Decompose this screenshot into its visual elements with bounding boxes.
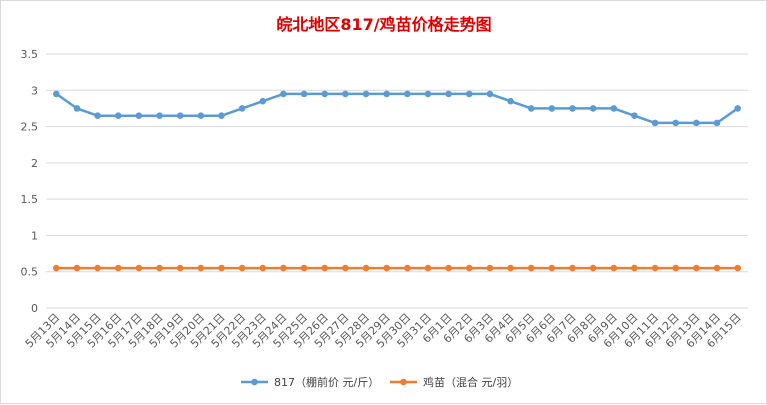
series-point-1 [362, 264, 370, 272]
y-tick-label: 2 [31, 157, 38, 170]
series-point-0 [713, 119, 721, 127]
series-point-1 [651, 264, 659, 272]
series-point-1 [114, 264, 122, 272]
y-tick-label: 3.5 [21, 48, 39, 61]
series-point-1 [610, 264, 618, 272]
series-point-1 [218, 264, 225, 272]
chart-title: 皖北地区817/鸡苗价格走势图 [276, 15, 491, 34]
series-point-1 [631, 264, 638, 272]
legend-swatch-marker [400, 378, 407, 386]
x-axis-ticks: 5月13日5月14日5月15日5月16日5月17日5月18日5月19日5月20日… [23, 311, 744, 351]
series-point-1 [672, 264, 680, 272]
y-tick-label: 0 [31, 302, 38, 315]
series-point-1 [176, 264, 184, 272]
series-point-1 [53, 264, 60, 272]
y-tick-label: 0.5 [21, 266, 39, 279]
series-point-0 [610, 105, 618, 112]
series-point-1 [383, 264, 390, 272]
series-point-0 [156, 112, 163, 119]
legend-swatch-marker [251, 378, 258, 386]
series-point-1 [569, 264, 576, 272]
series-point-0 [651, 119, 659, 127]
series-point-0 [342, 90, 349, 98]
series-point-0 [507, 97, 514, 105]
series-point-0 [465, 90, 473, 98]
series-point-1 [321, 264, 329, 272]
series-point-0 [114, 112, 122, 119]
series-point-0 [445, 90, 452, 98]
series-point-0 [176, 112, 184, 119]
y-tick-label: 1.5 [21, 193, 39, 206]
series-point-0 [218, 112, 225, 119]
series-point-1 [424, 264, 432, 272]
series-line-0 [55, 92, 739, 125]
legend: 817（棚前价 元/斤） 鸡苗（混合 元/羽） [241, 375, 518, 389]
series-point-1 [465, 264, 473, 272]
series-point-0 [280, 90, 287, 98]
series-point-0 [300, 90, 308, 98]
series-point-0 [527, 105, 535, 112]
series-point-0 [486, 90, 494, 98]
series-point-1 [259, 264, 267, 272]
legend-label: 鸡苗（混合 元/羽） [423, 375, 518, 389]
series-point-1 [300, 264, 308, 272]
series-point-1 [342, 264, 349, 272]
series-point-1 [404, 264, 411, 272]
series-point-1 [238, 264, 246, 272]
y-tick-label: 1 [31, 229, 38, 242]
series-point-0 [73, 105, 81, 112]
series-point-0 [238, 105, 246, 112]
series-point-1 [73, 264, 81, 272]
series-point-0 [589, 105, 597, 112]
y-tick-label: 2.5 [21, 121, 39, 134]
series-point-0 [135, 112, 143, 119]
series-point-1 [135, 264, 143, 272]
series-point-1 [548, 264, 556, 272]
series-point-0 [197, 112, 205, 119]
series-point-0 [734, 105, 741, 112]
series-point-0 [404, 90, 411, 98]
series-point-1 [734, 264, 741, 272]
series-point-1 [156, 264, 163, 272]
series-point-1 [280, 264, 287, 272]
series-point-1 [507, 264, 514, 272]
series-point-0 [631, 112, 638, 119]
series-point-1 [445, 264, 452, 272]
series-point-1 [693, 264, 700, 272]
series-point-0 [569, 105, 576, 112]
series-point-1 [486, 264, 494, 272]
series-point-0 [362, 90, 370, 98]
series-point-1 [197, 264, 205, 272]
series-layer [53, 90, 741, 272]
series-point-0 [53, 90, 60, 98]
series-point-1 [94, 264, 101, 272]
y-axis-ticks: 0 0.5 1 1.5 2 2.5 3 3.5 [21, 48, 39, 315]
series-point-0 [321, 90, 329, 98]
series-point-0 [693, 119, 700, 127]
series-point-0 [383, 90, 390, 98]
series-point-0 [548, 105, 556, 112]
series-point-1 [589, 264, 597, 272]
grid-lines [46, 53, 748, 309]
series-point-1 [713, 264, 721, 272]
series-point-0 [259, 97, 267, 105]
legend-label: 817（棚前价 元/斤） [274, 375, 379, 389]
series-point-0 [94, 112, 101, 119]
series-point-0 [424, 90, 432, 98]
series-point-1 [527, 264, 535, 272]
series-point-0 [672, 119, 680, 127]
y-tick-label: 3 [31, 84, 38, 97]
